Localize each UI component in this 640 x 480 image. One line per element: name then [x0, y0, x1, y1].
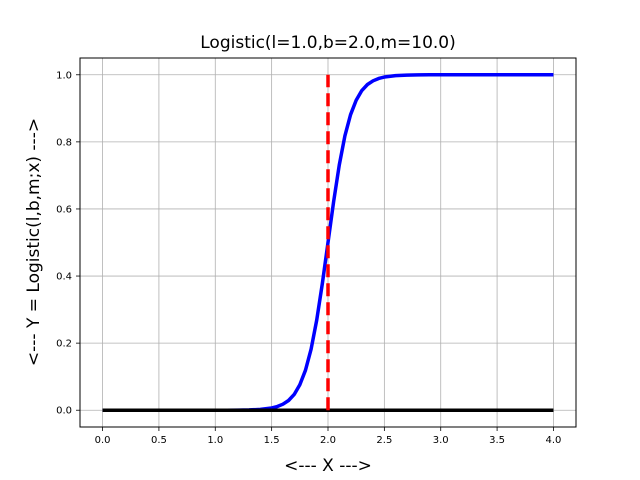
y-tick-label: 0.0: [56, 406, 72, 417]
ticks: 0.0 0.5 1.0 1.5 2.0 2.5 3.0 3.5 4.0 0.0 0.2 0.4 0.6 0…: [56, 70, 561, 446]
y-tick-label: 1.0: [56, 70, 72, 81]
y-axis-title: <--- Y = Logistic(l,b,m;x) --->: [24, 118, 44, 366]
x-tick-label: 4.0: [546, 435, 562, 446]
y-tick-label: 0.8: [56, 137, 72, 148]
x-tick-label: 3.0: [433, 435, 449, 446]
x-tick-label: 2.0: [320, 435, 336, 446]
x-tick-label: 1.0: [207, 435, 223, 446]
x-axis-title: <--- X --->: [284, 456, 372, 476]
y-tick-label: 0.6: [56, 204, 72, 215]
x-tick-label: 1.5: [264, 435, 280, 446]
chart-title: Logistic(l=1.0,b=2.0,m=10.0): [200, 33, 455, 53]
y-tick-label: 0.2: [56, 339, 72, 350]
x-tick-label: 0.0: [95, 435, 111, 446]
x-tick-label: 2.5: [376, 435, 392, 446]
x-tick-label: 0.5: [151, 435, 167, 446]
x-tick-label: 3.5: [489, 435, 505, 446]
y-tick-label: 0.4: [56, 272, 72, 283]
series-layer: [102, 73, 554, 412]
